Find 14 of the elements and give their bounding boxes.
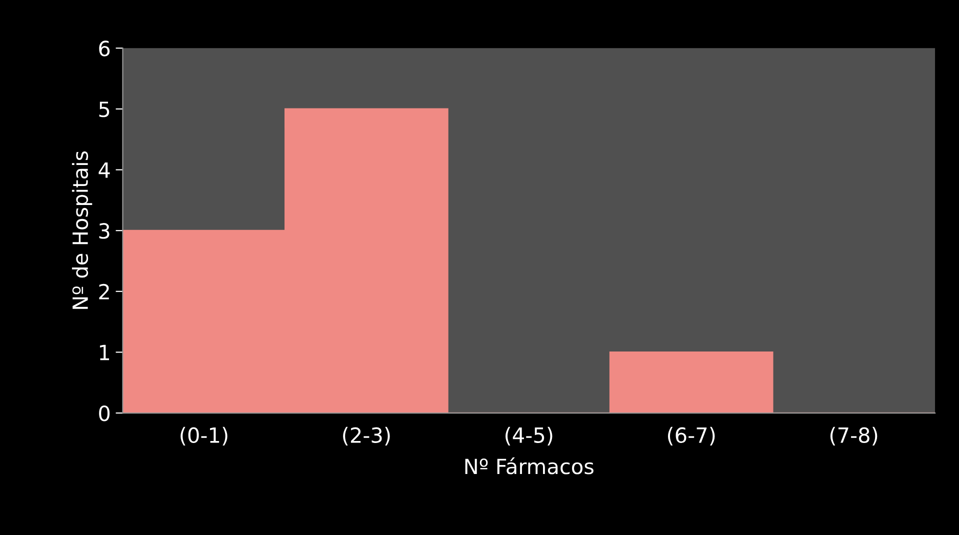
y-tick-label: 5 bbox=[99, 102, 110, 118]
y-tick-label: 1 bbox=[100, 344, 110, 360]
x-tick-label: (4-5) bbox=[506, 426, 552, 446]
x-axis-title: Nº Fármacos bbox=[465, 457, 594, 474]
y-tick-label: 4 bbox=[98, 162, 110, 178]
x-tick-label: (7-8) bbox=[830, 426, 878, 446]
y-tick-label: 6 bbox=[99, 40, 110, 56]
y-axis-title: Nº de Hospitais bbox=[72, 151, 92, 309]
x-tick-label: (2-3) bbox=[343, 426, 390, 446]
x-tick-label: (0-1) bbox=[180, 426, 228, 446]
y-tick-label: 3 bbox=[99, 223, 110, 239]
y-tick-label: 0 bbox=[99, 405, 110, 422]
y-tick-label: 2 bbox=[99, 284, 109, 300]
x-tick-label: (6-7) bbox=[668, 426, 715, 446]
